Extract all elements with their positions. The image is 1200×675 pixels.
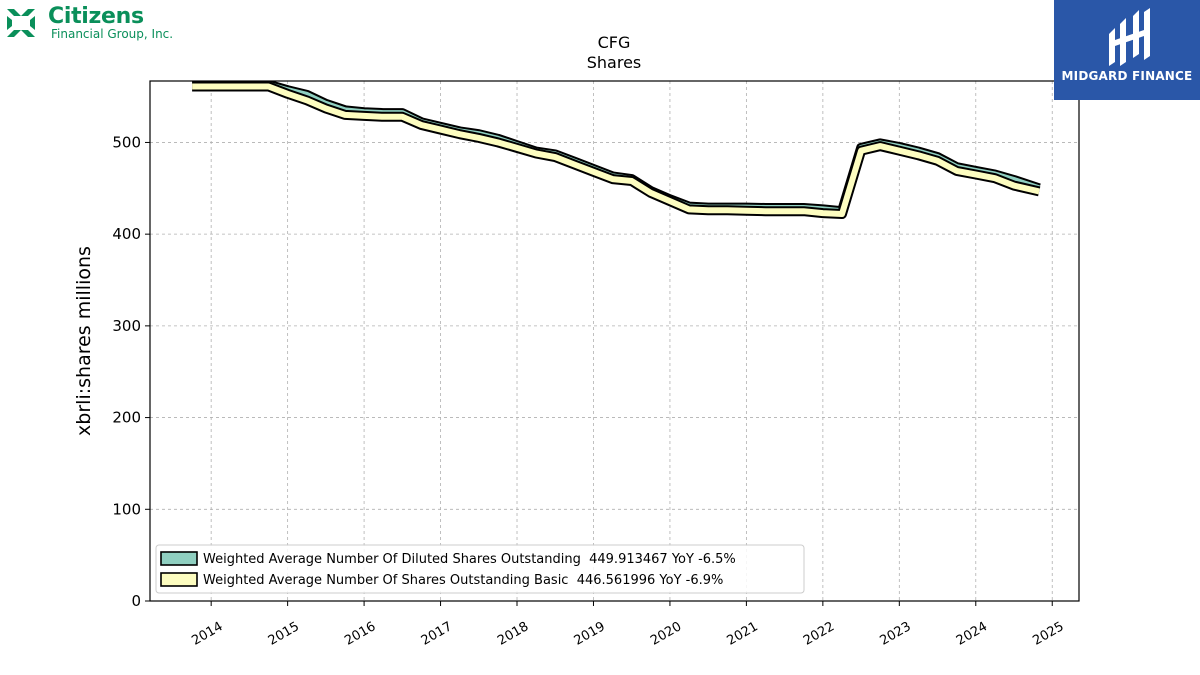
citizens-logo-name: Citizens	[48, 4, 144, 29]
x-tick-label: 2023	[877, 619, 913, 649]
midgard-emblem-icon	[1109, 8, 1150, 66]
citizens-emblem-icon	[7, 9, 35, 37]
chart-subtitle: Shares	[587, 53, 642, 72]
x-tick-label: 2019	[572, 619, 608, 649]
plot-frame	[149, 80, 1080, 602]
y-tick-label: 0	[131, 592, 141, 610]
legend: Weighted Average Number Of Diluted Share…	[155, 544, 805, 594]
chart-title: CFG	[598, 33, 631, 52]
x-tick-label: 2018	[495, 619, 531, 649]
midgard-logo-name: MIDGARD FINANCE	[1061, 69, 1193, 83]
legend-label-basic: Weighted Average Number Of Shares Outsta…	[203, 573, 723, 588]
x-tick-label: 2014	[189, 619, 225, 649]
x-tick-label: 2020	[648, 619, 684, 649]
legend-box	[155, 544, 805, 594]
x-tick-label: 2022	[801, 619, 837, 649]
y-tick-label: 200	[112, 409, 141, 427]
midgard-logo: MIDGARD FINANCE	[1054, 0, 1200, 100]
legend-swatch-basic	[160, 572, 198, 587]
x-tick-label: 2025	[1030, 619, 1066, 649]
x-tick-label: 2016	[342, 619, 378, 649]
y-tick-label: 300	[112, 317, 141, 335]
y-tick-label: 400	[112, 225, 141, 243]
y-tick-label: 100	[112, 500, 141, 518]
y-axis-label: xbrli:shares millions	[73, 246, 95, 436]
citizens-logo: Citizens Financial Group, Inc.	[4, 4, 194, 46]
x-tick-label: 2017	[419, 619, 455, 649]
legend-label-diluted: Weighted Average Number Of Diluted Share…	[203, 552, 736, 567]
y-tick-label: 500	[112, 133, 141, 151]
citizens-logo-subtitle: Financial Group, Inc.	[51, 27, 174, 41]
series-basic-line	[192, 81, 1041, 219]
x-tick-label: 2015	[266, 619, 302, 649]
x-tick-label: 2021	[725, 619, 761, 649]
x-tick-label: 2024	[954, 619, 990, 649]
legend-swatch-diluted	[160, 551, 198, 566]
series-layer	[192, 81, 1041, 219]
grid	[150, 81, 1079, 602]
series-basic-line-fill	[192, 83, 1040, 217]
